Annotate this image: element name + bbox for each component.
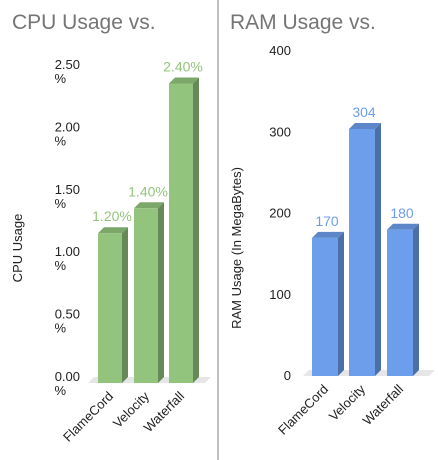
cpu-category-label: FlameCord — [60, 389, 116, 445]
ram-bar-velocity — [349, 123, 381, 376]
ram-y-tick-label: 400 — [269, 43, 291, 58]
cpu-y-tick-label: 1.00% — [54, 244, 80, 273]
cpu-data-label: 2.40% — [163, 58, 203, 74]
cpu-y-tick-label: 2.50% — [54, 57, 80, 86]
cpu-data-label: 1.40% — [128, 183, 168, 199]
cpu-chart-title: CPU Usage vs. — [12, 11, 156, 34]
ram-data-label: 180 — [390, 205, 414, 221]
ram-category-label: FlameCord — [275, 382, 331, 438]
ram-chart-title: RAM Usage vs. — [230, 11, 376, 34]
ram-y-tick-label: 0 — [284, 368, 291, 383]
ram-category-label: Waterfall — [360, 381, 407, 428]
cpu-data-label: 1.20% — [92, 208, 132, 224]
cpu-usage-chart-panel: CPU Usage vs. CPU Usage 0.00% 0.50% 1.00% 1.5… — [10, 0, 219, 460]
cpu-y-tick-label: 0.00% — [54, 369, 80, 398]
ram-y-tick-label: 200 — [269, 206, 291, 221]
cpu-bar-flamecord — [98, 227, 128, 383]
cpu-y-axis-label: CPU Usage — [10, 214, 25, 283]
cpu-y-tick-label: 2.00% — [54, 119, 80, 148]
ram-y-tick-label: 100 — [269, 287, 291, 302]
ram-bar-flamecord — [312, 231, 344, 376]
ram-y-tick-label: 300 — [269, 124, 291, 139]
ram-y-axis-label: RAM Usage (In MegaBytes) — [229, 167, 244, 329]
ram-usage-chart: RAM Usage vs. RAM Usage (In MegaBytes) 0 10… — [229, 11, 435, 438]
cpu-bar-velocity — [134, 202, 164, 383]
ram-data-label: 170 — [315, 213, 339, 229]
ram-data-label: 304 — [352, 104, 376, 120]
cpu-y-tick-label: 1.50% — [54, 182, 80, 211]
cpu-bar-waterfall — [169, 77, 199, 383]
ram-bar-waterfall — [387, 223, 419, 376]
cpu-y-tick-label: 0.50% — [54, 307, 80, 336]
ram-usage-chart-panel: RAM Usage vs. RAM Usage (In MegaBytes) 0 10… — [219, 0, 438, 460]
cpu-usage-chart: CPU Usage vs. CPU Usage 0.00 % 0.50 % 1.00 % 1.5… — [10, 11, 211, 445]
